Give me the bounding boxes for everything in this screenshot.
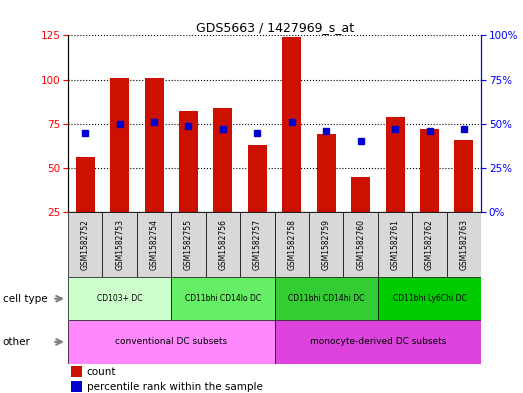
Bar <box>454 140 473 212</box>
Bar <box>275 277 378 320</box>
Text: GSM1582759: GSM1582759 <box>322 219 331 270</box>
Text: GSM1582756: GSM1582756 <box>219 219 228 270</box>
Bar <box>344 212 378 277</box>
Bar <box>282 37 301 212</box>
Bar <box>317 134 336 212</box>
Bar <box>206 212 240 277</box>
Bar <box>378 212 412 277</box>
Text: percentile rank within the sample: percentile rank within the sample <box>87 382 263 391</box>
Text: GSM1582758: GSM1582758 <box>287 219 297 270</box>
Bar <box>351 177 370 212</box>
Text: GSM1582754: GSM1582754 <box>150 219 158 270</box>
Bar <box>213 108 232 212</box>
Bar <box>385 117 405 212</box>
Bar <box>68 277 172 320</box>
Bar <box>275 320 481 364</box>
Text: monocyte-derived DC subsets: monocyte-derived DC subsets <box>310 338 446 346</box>
Text: GSM1582763: GSM1582763 <box>459 219 469 270</box>
Bar <box>447 212 481 277</box>
Text: GSM1582757: GSM1582757 <box>253 219 262 270</box>
Text: GSM1582755: GSM1582755 <box>184 219 193 270</box>
Text: CD11bhi CD14hi DC: CD11bhi CD14hi DC <box>288 294 365 303</box>
Bar <box>76 157 95 212</box>
Bar <box>179 112 198 212</box>
Bar <box>248 145 267 212</box>
Title: GDS5663 / 1427969_s_at: GDS5663 / 1427969_s_at <box>196 21 354 34</box>
Bar <box>103 212 137 277</box>
Text: conventional DC subsets: conventional DC subsets <box>115 338 228 346</box>
Text: count: count <box>87 367 116 377</box>
Bar <box>172 212 206 277</box>
Text: CD11bhi Ly6Chi DC: CD11bhi Ly6Chi DC <box>393 294 467 303</box>
Text: GSM1582761: GSM1582761 <box>391 219 400 270</box>
Text: GSM1582760: GSM1582760 <box>356 219 365 270</box>
Bar <box>275 212 309 277</box>
Bar <box>420 129 439 212</box>
Text: GSM1582752: GSM1582752 <box>81 219 90 270</box>
Bar <box>378 277 481 320</box>
Bar <box>68 212 103 277</box>
Bar <box>172 277 275 320</box>
Text: CD103+ DC: CD103+ DC <box>97 294 142 303</box>
Bar <box>71 366 82 377</box>
Bar <box>240 212 275 277</box>
Text: GSM1582762: GSM1582762 <box>425 219 434 270</box>
Text: CD11bhi CD14lo DC: CD11bhi CD14lo DC <box>185 294 261 303</box>
Bar <box>309 212 344 277</box>
Bar <box>110 78 129 212</box>
Bar <box>412 212 447 277</box>
Bar <box>71 381 82 391</box>
Bar <box>137 212 172 277</box>
Text: other: other <box>3 337 30 347</box>
Bar <box>144 78 164 212</box>
Text: GSM1582753: GSM1582753 <box>115 219 124 270</box>
Bar <box>68 320 275 364</box>
Text: cell type: cell type <box>3 294 47 304</box>
